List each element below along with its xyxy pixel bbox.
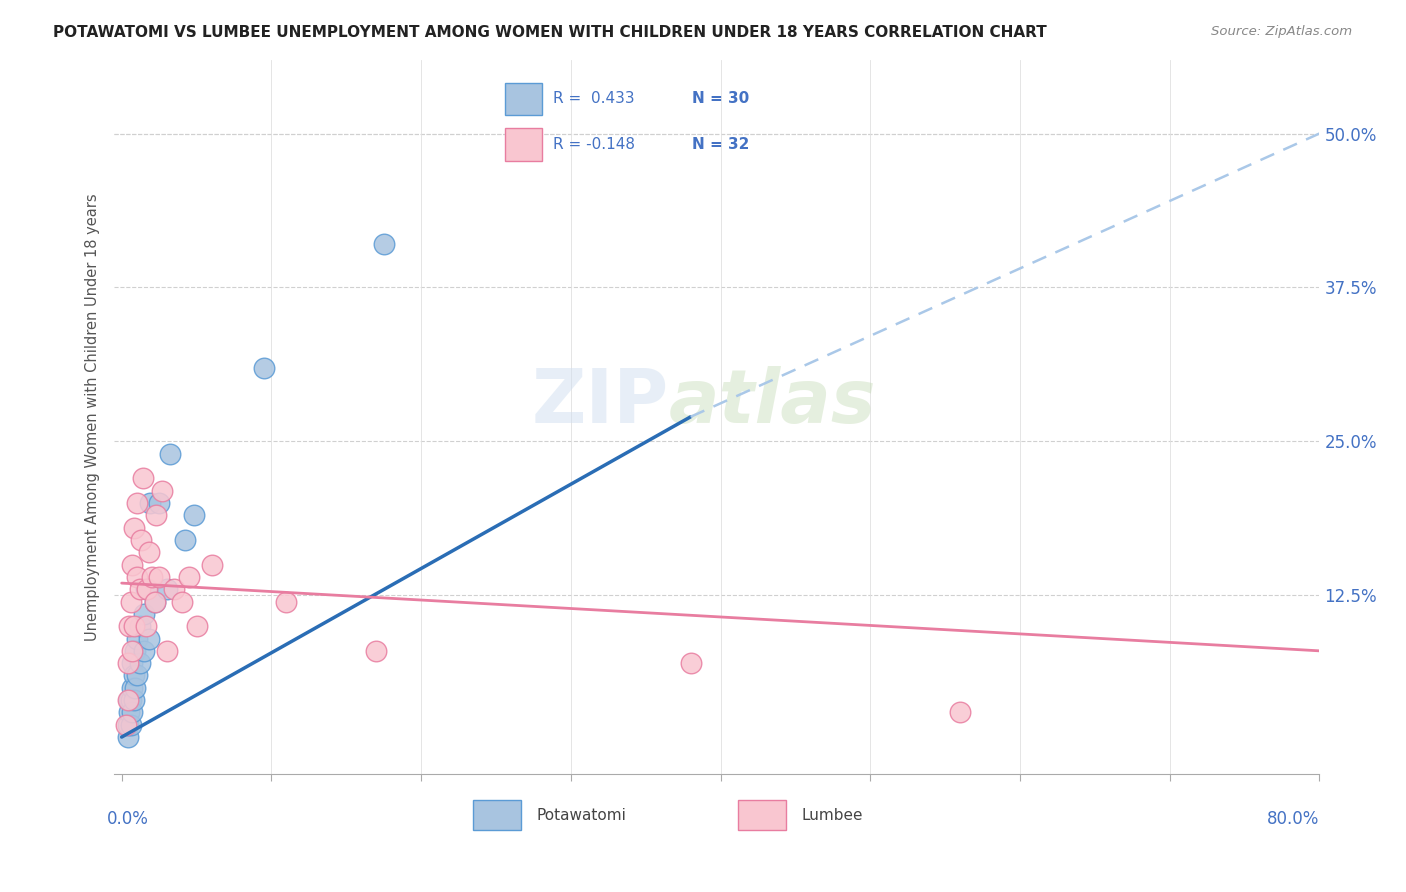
Point <box>155 582 177 597</box>
Point <box>125 570 148 584</box>
Point <box>138 632 160 646</box>
Point <box>148 496 170 510</box>
Point <box>138 545 160 559</box>
Point <box>120 594 142 608</box>
Point <box>117 730 139 744</box>
Point <box>122 668 145 682</box>
Point <box>679 656 702 670</box>
Point <box>163 582 186 597</box>
Point <box>173 533 195 547</box>
Point <box>118 619 141 633</box>
Point <box>117 656 139 670</box>
Point <box>366 644 388 658</box>
Point <box>949 706 972 720</box>
Text: Source: ZipAtlas.com: Source: ZipAtlas.com <box>1212 25 1353 38</box>
Point <box>121 681 143 695</box>
Point <box>121 558 143 572</box>
Point <box>120 693 142 707</box>
Point <box>125 632 148 646</box>
Point <box>135 619 157 633</box>
Point <box>139 496 162 510</box>
Point <box>136 582 159 597</box>
Point <box>276 594 298 608</box>
Text: 80.0%: 80.0% <box>1267 810 1319 828</box>
Point <box>159 447 181 461</box>
Point <box>125 496 148 510</box>
Text: 0.0%: 0.0% <box>107 810 149 828</box>
Point <box>134 644 156 658</box>
Text: atlas: atlas <box>669 366 876 439</box>
Point <box>121 644 143 658</box>
Point <box>134 607 156 621</box>
Point <box>118 693 141 707</box>
Point <box>145 508 167 523</box>
Point <box>125 668 148 682</box>
Point <box>170 594 193 608</box>
Point <box>141 570 163 584</box>
Point <box>177 570 200 584</box>
Point <box>117 717 139 731</box>
Point <box>117 693 139 707</box>
Point <box>128 656 150 670</box>
Point <box>183 508 205 523</box>
Point <box>155 644 177 658</box>
Point <box>143 594 166 608</box>
Point <box>122 693 145 707</box>
Point <box>200 558 222 572</box>
Point <box>131 471 153 485</box>
Point <box>120 717 142 731</box>
Text: ZIP: ZIP <box>531 366 669 439</box>
Point <box>253 360 276 375</box>
Point <box>150 483 173 498</box>
Point <box>373 237 395 252</box>
Point <box>124 644 146 658</box>
Point <box>129 533 152 547</box>
Point <box>124 681 146 695</box>
Y-axis label: Unemployment Among Women with Children Under 18 years: Unemployment Among Women with Children U… <box>86 193 100 640</box>
Point <box>135 582 157 597</box>
Point <box>121 656 143 670</box>
Text: POTAWATOMI VS LUMBEE UNEMPLOYMENT AMONG WOMEN WITH CHILDREN UNDER 18 YEARS CORRE: POTAWATOMI VS LUMBEE UNEMPLOYMENT AMONG … <box>53 25 1047 40</box>
Point <box>128 582 150 597</box>
Point <box>128 619 150 633</box>
Point <box>122 521 145 535</box>
Point <box>118 706 141 720</box>
Point <box>143 594 166 608</box>
Point <box>148 570 170 584</box>
Point <box>186 619 208 633</box>
Point <box>122 619 145 633</box>
Point <box>121 706 143 720</box>
Point <box>115 717 138 731</box>
